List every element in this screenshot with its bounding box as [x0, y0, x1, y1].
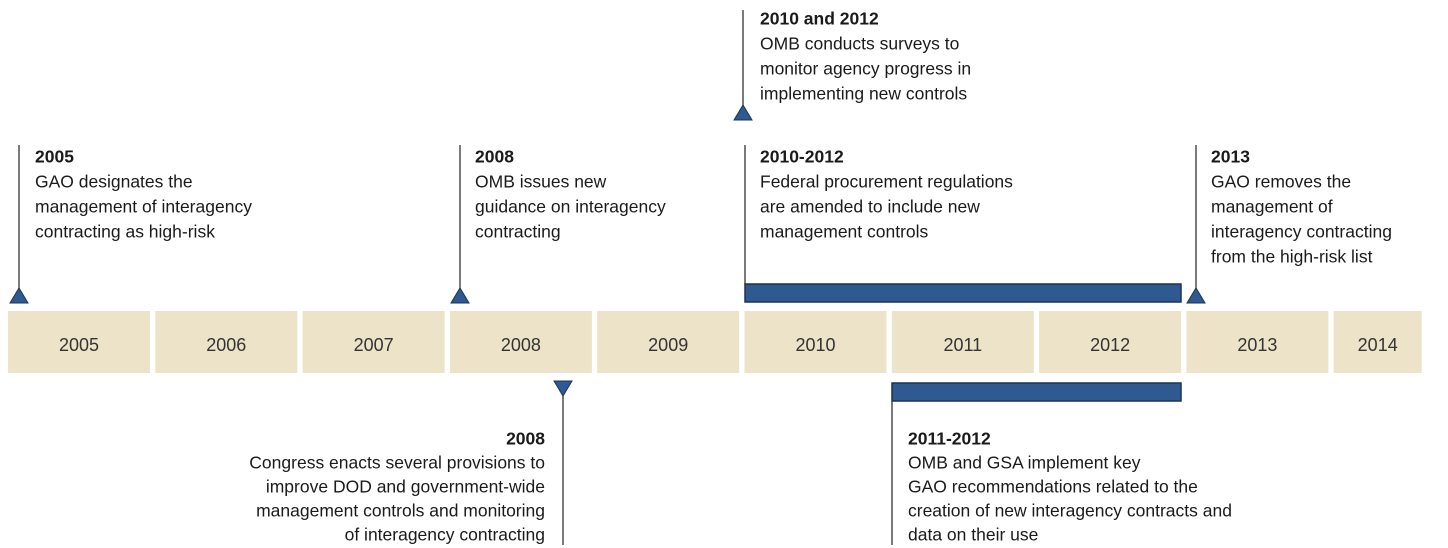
year-label: 2005	[59, 335, 99, 355]
event-text: contracting as high-risk	[35, 222, 215, 242]
event-date: 2011-2012	[908, 429, 991, 449]
year-cell	[449, 311, 592, 373]
year-cell	[597, 311, 740, 373]
year-label: 2014	[1358, 335, 1398, 355]
event-text: OMB issues new	[475, 172, 607, 192]
year-cell	[1186, 311, 1329, 373]
event-date: 2008	[475, 147, 514, 167]
event-date: 2008	[506, 429, 545, 449]
year-label: 2006	[206, 335, 246, 355]
year-label: 2009	[648, 335, 688, 355]
event-text: management of	[1211, 197, 1333, 217]
period-bar	[744, 283, 1182, 303]
event-text: contracting	[475, 222, 561, 242]
event-text: Federal procurement regulations	[760, 172, 1013, 192]
year-cell	[8, 311, 150, 373]
event-text: GAO recommendations related to the	[908, 477, 1198, 497]
period-bar	[891, 382, 1182, 402]
event-text: implementing new controls	[760, 84, 967, 104]
year-label: 2010	[795, 335, 835, 355]
year-cell	[155, 311, 298, 373]
marker-triangle	[450, 287, 470, 304]
event-text: OMB and GSA implement key	[908, 453, 1141, 473]
year-label: 2013	[1237, 335, 1277, 355]
event-text: improve DOD and government-wide	[266, 477, 545, 497]
event-text: management controls	[760, 222, 929, 242]
marker-triangle	[9, 287, 29, 304]
year-label: 2008	[501, 335, 541, 355]
year-label: 2012	[1090, 335, 1130, 355]
event-text: management of interagency	[35, 197, 252, 217]
year-cell	[744, 311, 887, 373]
event-text: are amended to include new	[760, 197, 980, 217]
event-text: OMB conducts surveys to	[760, 34, 959, 54]
year-cell	[891, 311, 1034, 373]
event-text: GAO removes the	[1211, 172, 1351, 192]
marker-triangle	[553, 380, 573, 397]
year-cell	[1333, 311, 1422, 373]
marker-triangle	[1186, 287, 1206, 304]
event-text: Congress enacts several provisions to	[249, 453, 545, 473]
year-cell	[302, 311, 445, 373]
year-label: 2007	[354, 335, 394, 355]
event-text: guidance on interagency	[475, 197, 666, 217]
event-text: creation of new interagency contracts an…	[908, 501, 1232, 521]
marker-triangle	[733, 104, 753, 121]
event-date: 2010 and 2012	[760, 9, 879, 29]
event-text: monitor agency progress in	[760, 59, 971, 79]
event-text: GAO designates the	[35, 172, 193, 192]
year-cell	[1039, 311, 1182, 373]
event-date: 2005	[35, 147, 74, 167]
event-date: 2010-2012	[760, 147, 844, 167]
event-text: of interagency contracting	[345, 525, 545, 545]
event-text: data on their use	[908, 525, 1038, 545]
event-date: 2013	[1211, 147, 1250, 167]
event-text: interagency contracting	[1211, 222, 1392, 242]
event-text: from the high-risk list	[1211, 247, 1373, 267]
event-text: management controls and monitoring	[256, 501, 545, 521]
year-label: 2011	[943, 335, 982, 355]
